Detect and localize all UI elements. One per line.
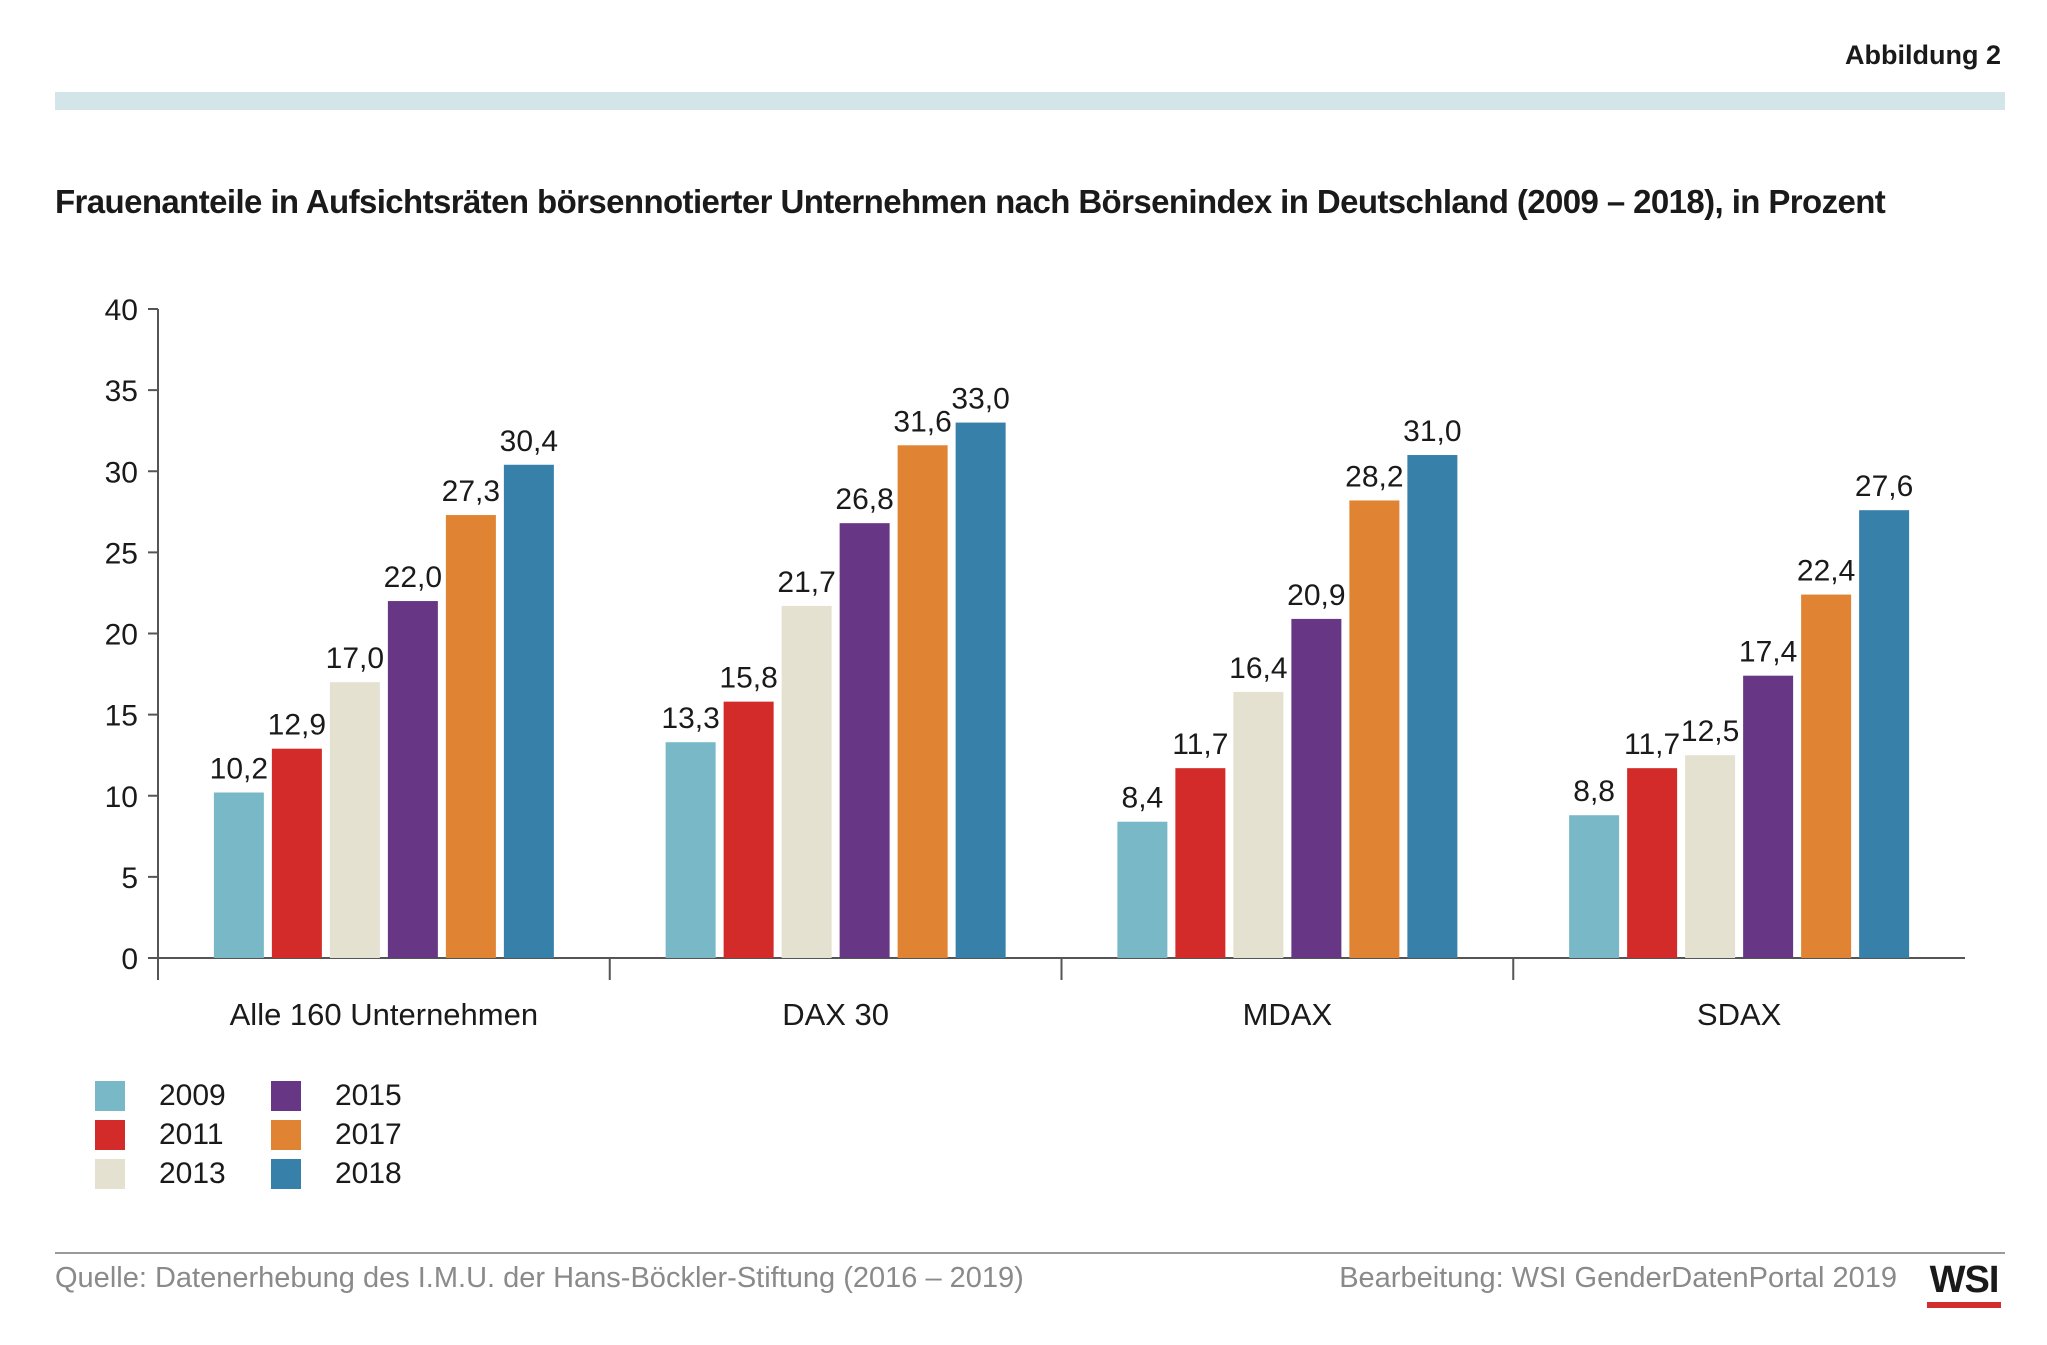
legend-label: 2018 [335, 1157, 402, 1190]
bar [213, 792, 264, 958]
bar [1685, 755, 1736, 958]
bar [1859, 510, 1910, 958]
legend-swatch [95, 1120, 125, 1150]
x-category-label: SDAX [1697, 997, 1782, 1032]
credit-note: Bearbeitung: WSI GenderDatenPortal 2019 [1339, 1262, 1897, 1294]
bar [1569, 815, 1620, 958]
x-category-label: Alle 160 Unternehmen [230, 997, 538, 1032]
bar-value-label: 8,8 [1573, 775, 1615, 808]
y-tick-label: 25 [105, 537, 138, 570]
bar-value-label: 17,4 [1739, 636, 1797, 669]
footer-divider [55, 1252, 2005, 1254]
source-note: Quelle: Datenerhebung des I.M.U. der Han… [55, 1262, 1024, 1294]
bar [1627, 768, 1678, 958]
bar-value-label: 22,0 [384, 561, 442, 594]
bar-value-label: 12,5 [1681, 715, 1739, 748]
figure-label: Abbildung 2 [1845, 40, 2001, 70]
bar-value-label: 17,0 [326, 642, 384, 675]
y-tick-label: 10 [105, 781, 138, 814]
x-category-label: MDAX [1243, 997, 1333, 1032]
bar-chart: 0 5 10 15 20 25 30 35 40 10,212,9 17,0 22,0 27,330,4… [105, 294, 1965, 1032]
legend-swatch [95, 1081, 125, 1111]
bar-value-label: 31,6 [893, 405, 951, 438]
legend-item: 2013 [95, 1157, 226, 1190]
bar-value-label: 20,9 [1287, 579, 1345, 612]
y-tick-label: 15 [105, 700, 138, 733]
bar-value-label: 16,4 [1229, 652, 1287, 685]
legend-swatch [271, 1120, 301, 1150]
bar [839, 523, 890, 958]
bar-value-label: 31,0 [1403, 415, 1461, 448]
legend-label: 2009 [159, 1079, 226, 1112]
bar-value-label: 15,8 [719, 662, 777, 695]
legend-label: 2011 [159, 1118, 224, 1151]
bar-value-label: 8,4 [1122, 782, 1164, 815]
y-tick-label: 30 [105, 456, 138, 489]
bar-value-label: 27,3 [442, 475, 500, 508]
x-category-label: DAX 30 [782, 997, 889, 1032]
legend-label: 2013 [159, 1157, 226, 1190]
bar-value-label: 27,6 [1855, 470, 1913, 503]
bar-value-label: 33,0 [951, 383, 1009, 416]
bar [503, 464, 554, 958]
bar-value-label: 30,4 [500, 425, 558, 458]
bar [1291, 618, 1342, 958]
logo-text: WSI [1929, 1259, 2000, 1301]
legend-item: 2018 [271, 1157, 402, 1190]
bar [897, 445, 948, 958]
bar [445, 515, 496, 958]
bar [955, 422, 1006, 958]
legend-item: 2009 [95, 1079, 226, 1112]
bar-value-label: 11,7 [1624, 728, 1680, 761]
wsi-logo: WSI [1927, 1260, 2001, 1308]
bar-value-label: 10,2 [210, 753, 268, 786]
y-tick-label: 40 [105, 294, 138, 327]
legend-swatch [271, 1159, 301, 1189]
legend-swatch [271, 1081, 301, 1111]
y-tick-label: 35 [105, 375, 138, 408]
legend-item: 2017 [271, 1118, 402, 1151]
bar-value-label: 28,2 [1345, 460, 1403, 493]
chart-legend: 2009 2011 2013 2015 2017 2018 [95, 1079, 455, 1200]
chart-title: Frauenanteile in Aufsichtsräten börsenno… [55, 183, 1886, 220]
bar [271, 748, 322, 958]
bar [1117, 821, 1168, 958]
bar-value-label: 22,4 [1797, 555, 1855, 588]
legend-item: 2011 [95, 1118, 224, 1151]
bar [1175, 768, 1226, 958]
bar [723, 701, 774, 958]
header-band [55, 92, 2005, 110]
bar [665, 742, 716, 958]
bar [1349, 500, 1400, 958]
legend-item: 2015 [271, 1079, 402, 1112]
bar [1233, 691, 1284, 958]
bar [387, 601, 438, 958]
legend-label: 2017 [335, 1118, 402, 1151]
bar [1743, 675, 1794, 958]
bar-value-label: 21,7 [777, 566, 835, 599]
bar-value-label: 13,3 [661, 702, 719, 735]
y-tick-label: 5 [121, 862, 138, 895]
logo-bar [1927, 1302, 2001, 1308]
y-tick-label: 0 [121, 943, 138, 976]
bar-value-label: 12,9 [268, 709, 326, 742]
bar [1407, 455, 1458, 958]
legend-swatch [95, 1159, 125, 1189]
y-tick-label: 20 [105, 619, 138, 652]
bar-value-label: 11,7 [1172, 728, 1228, 761]
bar [781, 605, 832, 958]
bar [329, 682, 380, 958]
bar-value-label: 26,8 [835, 483, 893, 516]
bar [1801, 594, 1852, 958]
legend-label: 2015 [335, 1079, 402, 1112]
